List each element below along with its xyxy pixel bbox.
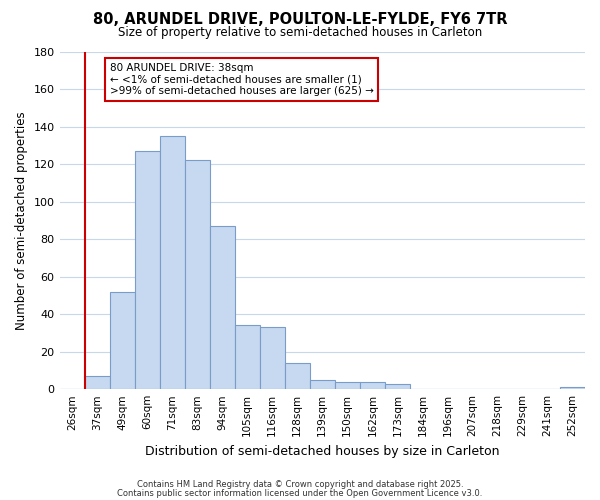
Bar <box>385 384 410 389</box>
Bar <box>285 363 310 389</box>
Bar <box>310 380 335 389</box>
Y-axis label: Number of semi-detached properties: Number of semi-detached properties <box>15 111 28 330</box>
X-axis label: Distribution of semi-detached houses by size in Carleton: Distribution of semi-detached houses by … <box>145 444 500 458</box>
Bar <box>560 388 585 389</box>
Bar <box>209 226 235 389</box>
Bar <box>110 292 134 389</box>
Bar <box>85 376 110 389</box>
Bar <box>134 151 160 389</box>
Text: Size of property relative to semi-detached houses in Carleton: Size of property relative to semi-detach… <box>118 26 482 39</box>
Text: 80 ARUNDEL DRIVE: 38sqm
← <1% of semi-detached houses are smaller (1)
>99% of se: 80 ARUNDEL DRIVE: 38sqm ← <1% of semi-de… <box>110 63 373 96</box>
Text: Contains public sector information licensed under the Open Government Licence v3: Contains public sector information licen… <box>118 488 482 498</box>
Bar <box>185 160 209 389</box>
Bar <box>335 382 360 389</box>
Bar <box>160 136 185 389</box>
Text: 80, ARUNDEL DRIVE, POULTON-LE-FYLDE, FY6 7TR: 80, ARUNDEL DRIVE, POULTON-LE-FYLDE, FY6… <box>93 12 507 28</box>
Bar <box>260 328 285 389</box>
Bar <box>235 326 260 389</box>
Bar <box>360 382 385 389</box>
Text: Contains HM Land Registry data © Crown copyright and database right 2025.: Contains HM Land Registry data © Crown c… <box>137 480 463 489</box>
